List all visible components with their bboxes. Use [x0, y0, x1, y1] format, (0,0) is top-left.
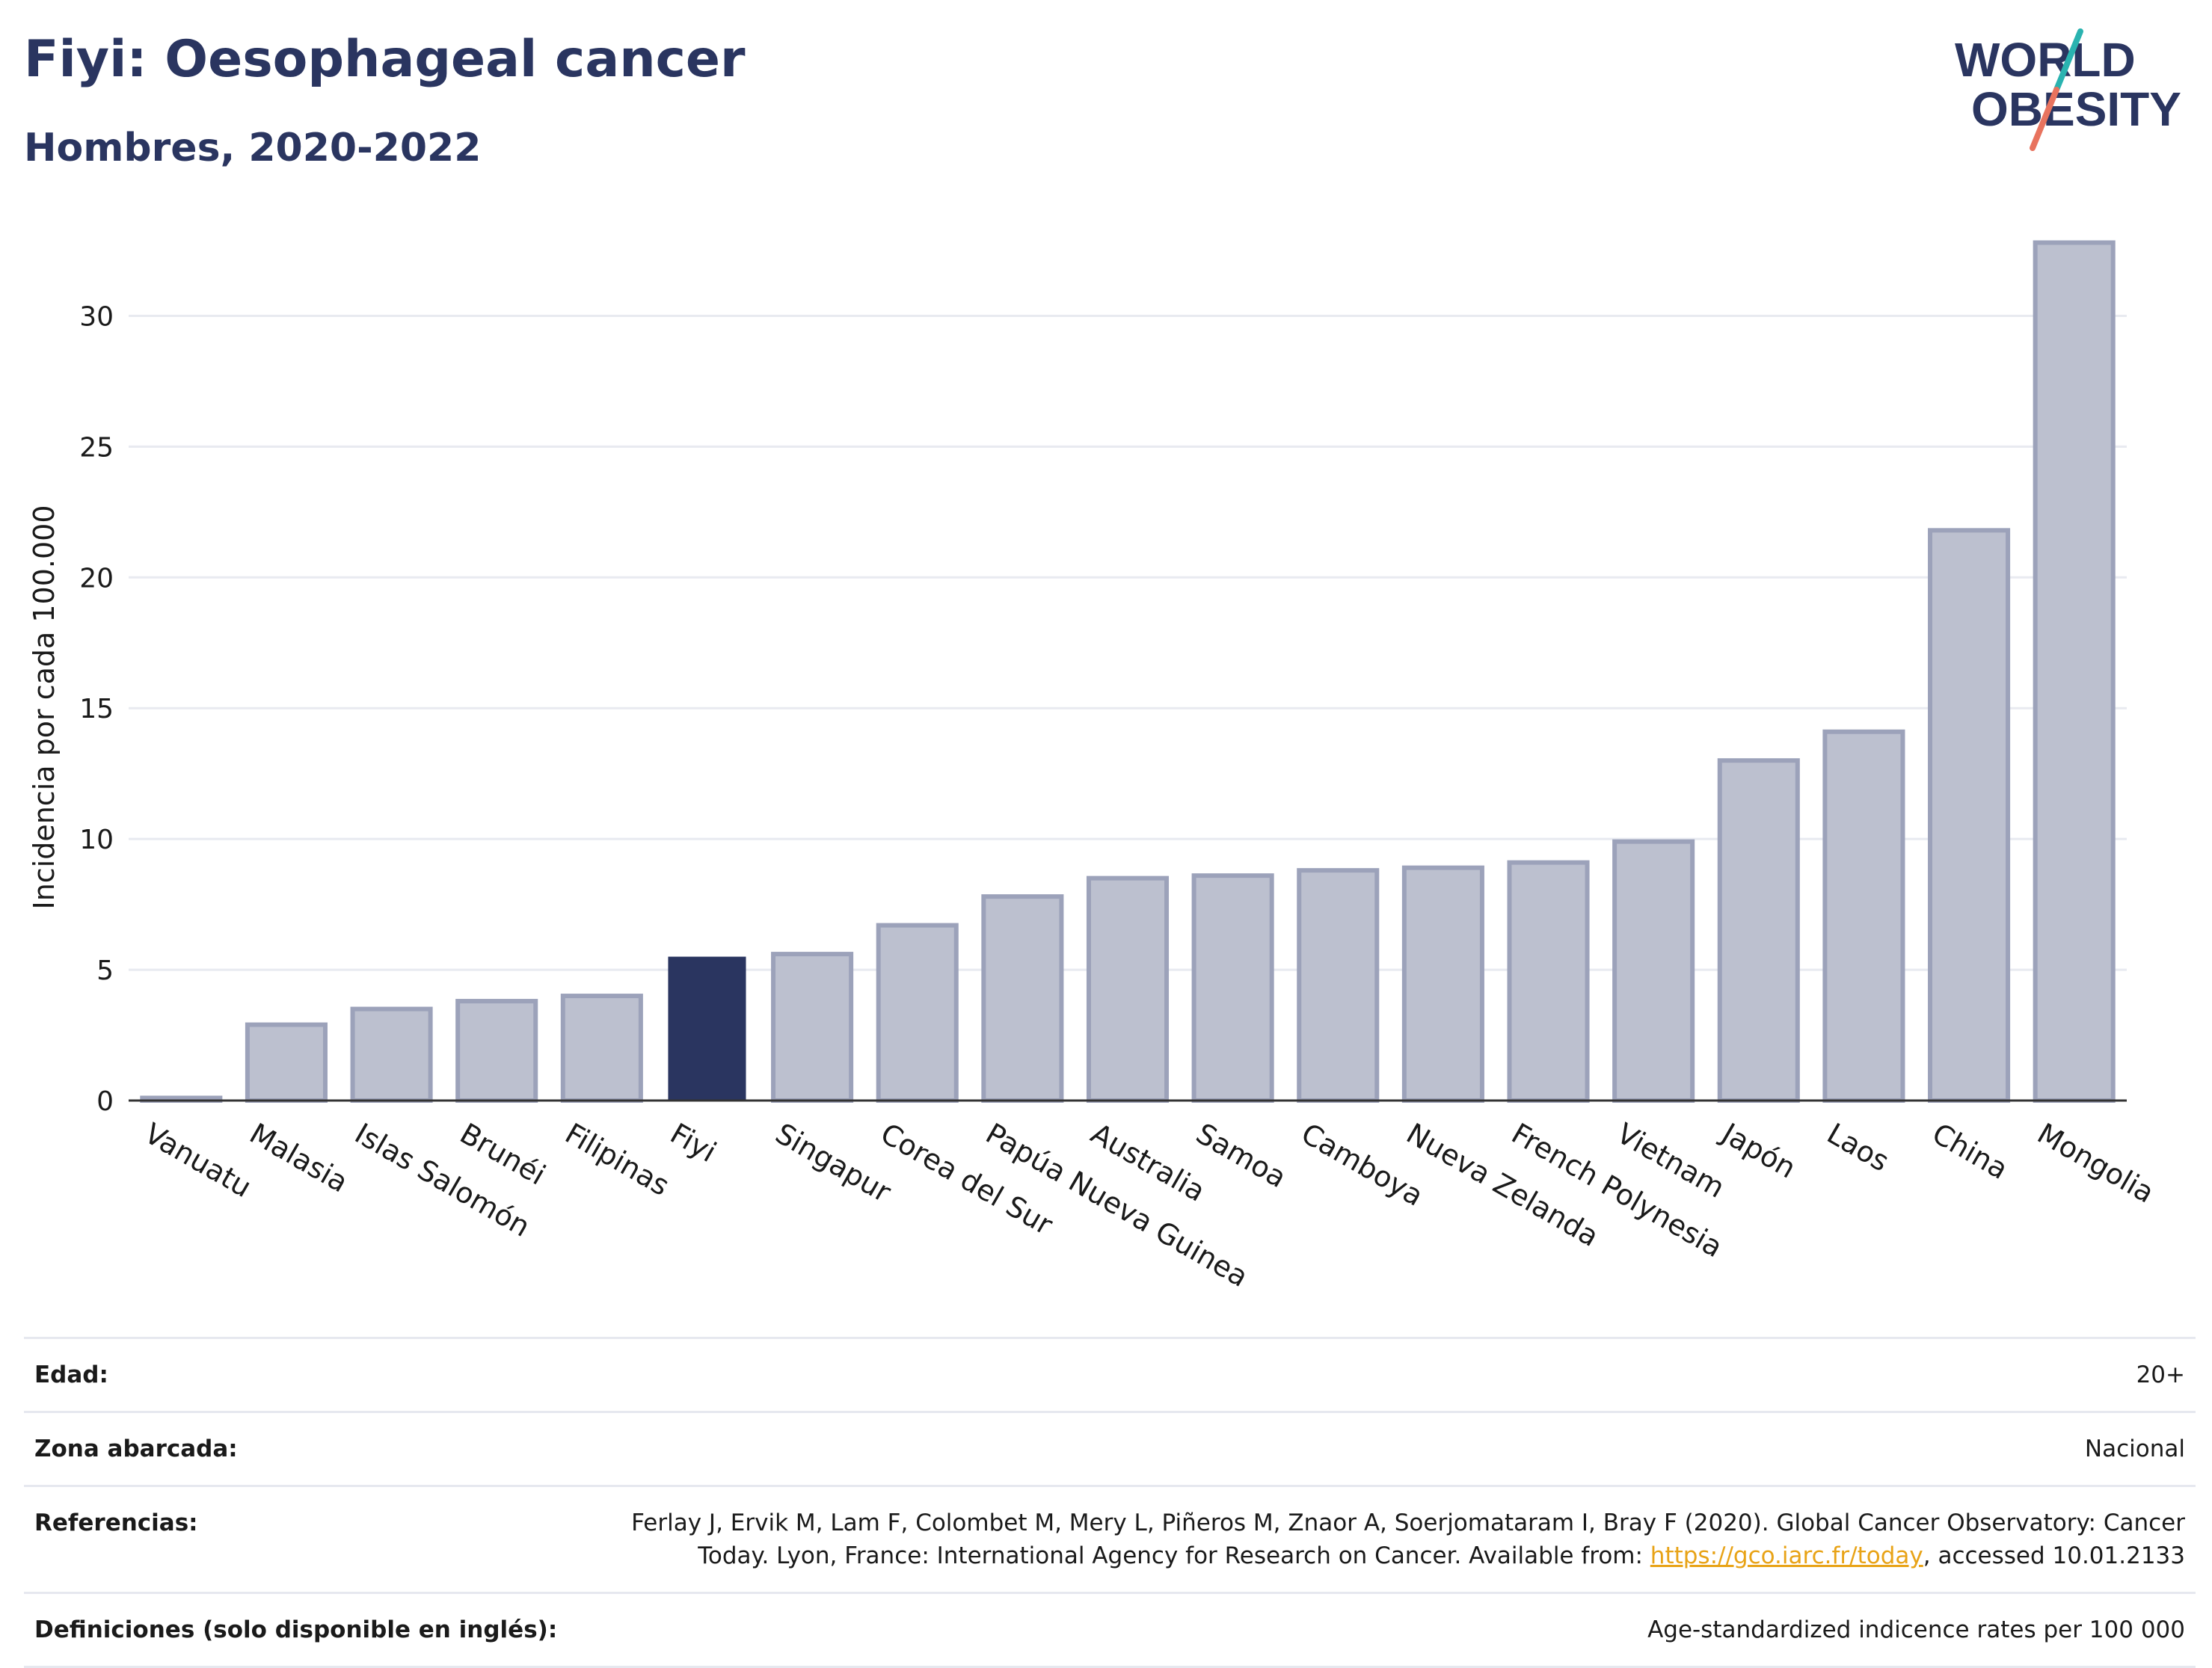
bar-malasia[interactable] — [245, 1022, 328, 1104]
area-label: Zona abarcada: — [34, 1435, 238, 1462]
y-tick-label: 20 — [79, 563, 114, 594]
bar-mongolia[interactable] — [2033, 240, 2116, 1104]
refs-value: Ferlay J, Ervik M, Lam F, Colombet M, Me… — [583, 1486, 2196, 1593]
bar-filipinas[interactable] — [560, 994, 643, 1103]
x-tick-label: Vanuatu — [139, 1117, 257, 1204]
age-label: Edad: — [34, 1361, 108, 1388]
bar-nueva-zelanda[interactable] — [1401, 865, 1484, 1103]
bar-fiyi[interactable] — [668, 956, 746, 1101]
x-tick-label: Laos — [1822, 1117, 1895, 1178]
x-tick-label: Nueva Zelanda — [1401, 1117, 1604, 1253]
refs-label: Referencias: — [34, 1509, 198, 1536]
info-row-refs: Referencias: Ferlay J, Ervik M, Lam F, C… — [24, 1486, 2196, 1593]
chart-title: Fiyi: Oesophageal cancer — [24, 30, 746, 89]
x-tick-label: Filipinas — [559, 1117, 675, 1202]
x-tick-label: Fiyi — [665, 1117, 722, 1169]
bar-samoa[interactable] — [1191, 873, 1274, 1103]
refs-suffix: , accessed 10.01.2133 — [1923, 1542, 2185, 1569]
bar-islas-salom-n[interactable] — [350, 1006, 433, 1104]
world-obesity-logo: WORLD OBESITY — [1955, 28, 2181, 151]
y-tick-label: 5 — [96, 955, 114, 986]
logo-line2: OBESITY — [1971, 82, 2181, 136]
area-value: Nacional — [2084, 1435, 2185, 1462]
bar-corea-del-sur[interactable] — [876, 923, 959, 1103]
info-row-age: Edad: 20+ — [24, 1338, 2196, 1412]
bar-camboya[interactable] — [1297, 868, 1380, 1103]
bar-chart: 0 5 10 15 20 25 30 Incidencia por cada 100.000 V… — [28, 240, 2160, 1293]
y-tick-label: 0 — [96, 1086, 114, 1117]
y-tick-label: 25 — [79, 432, 114, 463]
x-tick-label: Corea del Sur — [875, 1117, 1058, 1242]
x-tick-label: Malasia — [244, 1117, 353, 1199]
bar-australia[interactable] — [1086, 875, 1170, 1104]
bar-french-polynesia[interactable] — [1507, 860, 1590, 1103]
definitions-label: Definiciones (solo disponible en inglés)… — [34, 1616, 558, 1643]
y-axis-title: Incidencia por cada 100.000 — [28, 505, 61, 909]
x-tick-label: Islas Salomón — [349, 1117, 535, 1243]
logo-slash-teal — [2053, 28, 2083, 93]
age-value: 20+ — [2136, 1361, 2185, 1388]
y-tick-label: 10 — [79, 825, 114, 855]
bar-vietnam[interactable] — [1612, 839, 1695, 1103]
x-tick-label: China — [1927, 1117, 2014, 1186]
bar-pap-a-nueva-guinea[interactable] — [981, 894, 1064, 1103]
refs-text: Ferlay J, Ervik M, Lam F, Colombet M, Me… — [631, 1509, 2185, 1569]
x-tick-label: Singapur — [770, 1117, 897, 1209]
info-row-area: Zona abarcada: Nacional — [24, 1412, 2196, 1486]
bar-laos[interactable] — [1822, 729, 1905, 1103]
info-table: Edad: 20+ Zona abarcada: Nacional Refere… — [24, 1337, 2196, 1668]
y-tick-label: 30 — [79, 301, 114, 332]
bar-singapur[interactable] — [771, 952, 854, 1104]
bar-jap-n[interactable] — [1717, 758, 1800, 1103]
refs-link[interactable]: https://gco.iarc.fr/today — [1650, 1542, 1923, 1569]
logo-slash-coral — [2030, 87, 2059, 151]
bar-brun-i[interactable] — [455, 999, 538, 1104]
logo-line1: WORLD — [1955, 33, 2136, 87]
info-row-definitions: Definiciones (solo disponible en inglés)… — [24, 1592, 2196, 1667]
bar-china[interactable] — [1928, 528, 2011, 1103]
definitions-value: Age-standardized indicence rates per 100… — [1647, 1616, 2185, 1643]
x-tick-label: Mongolia — [2032, 1117, 2160, 1210]
y-tick-label: 15 — [79, 694, 114, 724]
chart-subtitle: Hombres, 2020-2022 — [24, 126, 482, 170]
